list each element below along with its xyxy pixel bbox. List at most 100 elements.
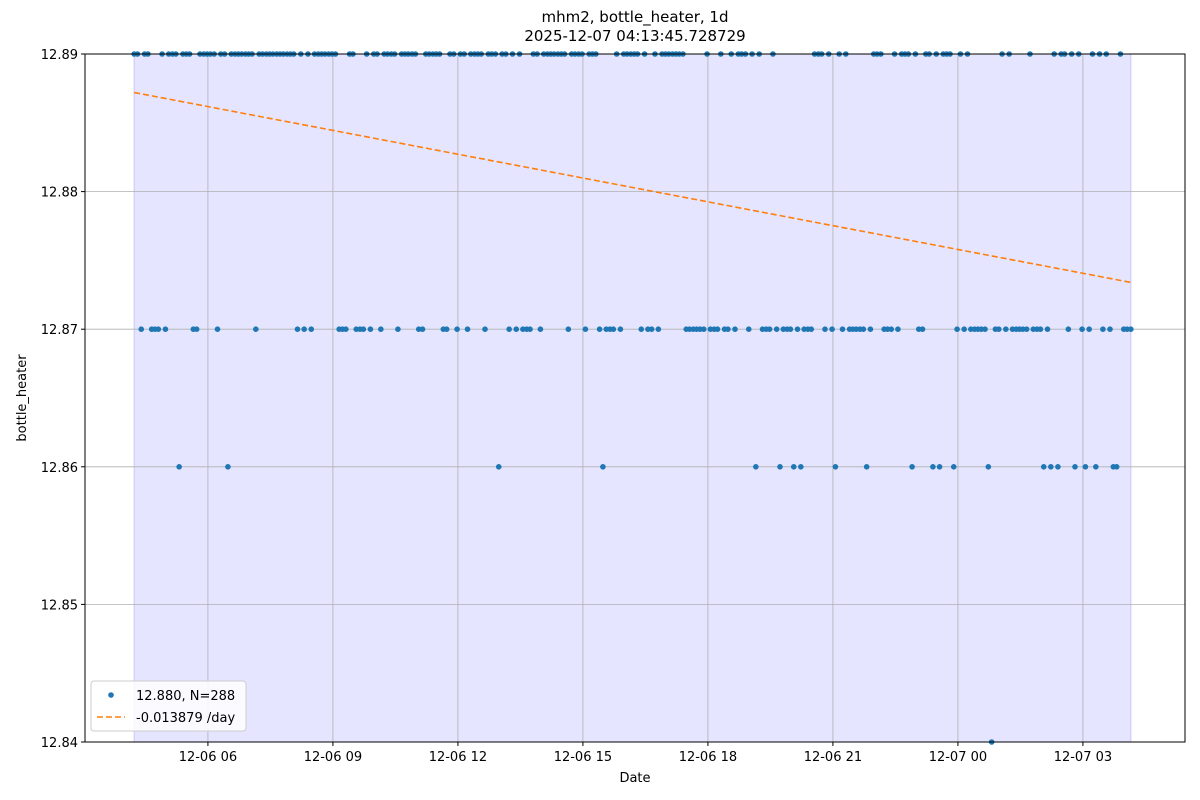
data-point: [1037, 326, 1044, 333]
data-point: [909, 464, 915, 470]
data-point: [367, 326, 374, 333]
data-span: [133, 53, 1132, 743]
x-tick-label: 12-06 18: [679, 750, 737, 765]
data-point: [495, 464, 502, 470]
data-point: [777, 464, 783, 470]
data-point: [1100, 326, 1106, 333]
legend-label: 12.880, N=288: [136, 689, 235, 704]
data-point: [829, 326, 835, 333]
data-point: [308, 326, 315, 333]
y-tick-label: 12.88: [41, 186, 78, 201]
data-point: [454, 326, 460, 333]
data-point: [1065, 326, 1072, 333]
data-point: [1055, 464, 1061, 470]
data-point: [995, 326, 1002, 333]
data-point: [895, 326, 901, 333]
chart-title: mhm2, bottle_heater, 1d: [542, 8, 729, 27]
data-point: [155, 326, 162, 333]
data-point: [794, 326, 801, 333]
legend-marker: [108, 692, 114, 698]
x-axis-label: Date: [619, 771, 650, 786]
data-point: [985, 464, 992, 470]
data-point: [638, 326, 645, 333]
data-point: [225, 464, 231, 470]
data-point: [464, 326, 471, 333]
data-point: [725, 326, 731, 333]
data-point: [617, 326, 624, 333]
y-tick-label: 12.87: [41, 323, 78, 338]
data-point: [162, 326, 169, 333]
data-point: [482, 326, 488, 333]
y-tick-label: 12.89: [41, 48, 78, 63]
x-tick-label: 12-06 21: [804, 750, 862, 765]
data-point: [1044, 326, 1051, 333]
data-point: [808, 326, 815, 333]
data-point: [582, 326, 589, 333]
data-point: [930, 464, 936, 470]
data-point: [773, 326, 780, 333]
y-axis-label: bottle_heater: [15, 354, 30, 442]
plot-frame: [84, 53, 1186, 743]
data-point: [1072, 464, 1078, 470]
chart-subtitle: 2025-12-07 04:13:45.728729: [524, 27, 745, 45]
data-point: [867, 326, 874, 333]
data-point: [954, 326, 960, 333]
data-point: [790, 464, 797, 470]
trend-line: [134, 91, 1131, 284]
data-point: [822, 326, 828, 333]
y-tick-label: 12.85: [41, 598, 78, 613]
data-point: [753, 464, 759, 470]
data-point: [343, 326, 349, 333]
data-point: [700, 326, 707, 333]
data-point: [860, 326, 867, 333]
data-point: [513, 326, 520, 333]
x-tick-label: 12-06 15: [554, 750, 612, 765]
x-tick-label: 12-07 03: [1054, 750, 1112, 765]
data-point: [378, 326, 384, 333]
data-point: [1079, 326, 1085, 333]
data-point: [610, 326, 617, 333]
data-point: [655, 326, 662, 333]
data-point: [596, 326, 603, 333]
data-point: [443, 326, 450, 333]
data-point: [1086, 326, 1092, 333]
data-point: [176, 464, 182, 470]
data-point: [600, 464, 606, 470]
data-point: [395, 326, 401, 333]
data-point: [832, 464, 839, 470]
data-point: [360, 326, 367, 333]
data-point: [798, 464, 804, 470]
data-point: [745, 326, 752, 333]
data-point: [936, 464, 943, 470]
y-tick-label: 12.86: [41, 461, 78, 476]
data-point: [1003, 326, 1009, 333]
legend-label: -0.013879 /day: [136, 711, 235, 726]
x-tick-label: 12-06 06: [179, 750, 237, 765]
legend-box: [90, 680, 247, 732]
data-point: [1093, 464, 1099, 470]
data-point: [138, 326, 145, 333]
data-point: [1023, 326, 1030, 333]
legend: 12.880, N=288 -0.013879 /day: [90, 680, 247, 732]
data-point: [787, 326, 794, 333]
data-point: [950, 464, 957, 470]
data-point: [214, 326, 221, 333]
data-point: [419, 326, 426, 333]
data-point: [888, 326, 895, 333]
data-point: [1128, 326, 1134, 333]
data-point: [506, 326, 512, 333]
data-point: [193, 326, 200, 333]
data-point: [301, 326, 307, 333]
data-point: [839, 326, 846, 333]
data-point: [1082, 464, 1089, 470]
data-point: [766, 326, 773, 333]
x-tick-label: 12-06 12: [429, 750, 487, 765]
data-point: [863, 464, 870, 470]
data-point: [714, 326, 721, 333]
data-point: [1113, 464, 1120, 470]
data-point: [537, 326, 544, 333]
data-point: [1048, 464, 1054, 470]
data-point: [527, 326, 533, 333]
